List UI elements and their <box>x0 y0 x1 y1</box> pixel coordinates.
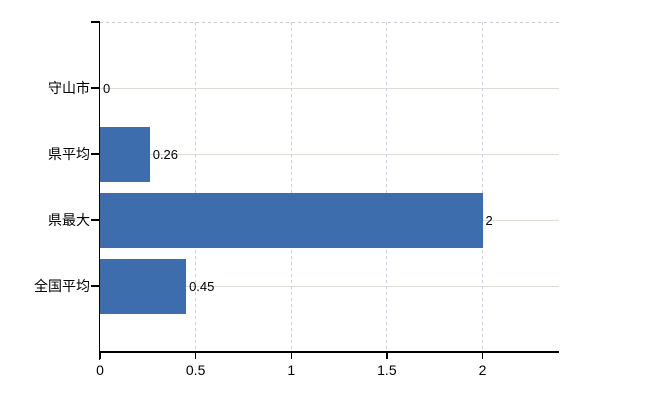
bar-value-label: 0.26 <box>152 146 179 162</box>
gridline-vertical <box>290 22 292 352</box>
y-axis-label: 守山市 <box>48 79 90 96</box>
x-axis-line <box>98 351 559 353</box>
bar <box>100 126 150 182</box>
gridline-vertical <box>195 22 197 352</box>
bar <box>100 192 483 248</box>
bar <box>100 258 187 314</box>
gridline-horizontal <box>100 153 559 155</box>
x-axis-tick <box>481 352 484 359</box>
y-axis-label: 県平均 <box>48 145 90 162</box>
gridline-horizontal <box>100 87 559 89</box>
x-axis-tick <box>99 352 101 359</box>
x-axis-tick-label: 0.5 <box>185 362 206 378</box>
bar-value-label: 0.45 <box>189 278 215 294</box>
x-axis-tick-label: 0 <box>96 362 104 378</box>
gridline-horizontal <box>100 285 559 287</box>
x-axis-tick <box>290 352 292 359</box>
y-axis-label: 県最大 <box>48 211 90 228</box>
y-axis-line <box>98 22 100 360</box>
x-axis-tick <box>194 352 197 359</box>
y-axis-tick <box>91 153 100 155</box>
y-axis-tick <box>91 285 100 287</box>
bar-value-label: 0 <box>103 80 111 96</box>
plot-top-border <box>100 21 559 23</box>
x-axis-tick <box>386 352 388 359</box>
x-axis-tick-label: 1 <box>287 362 296 378</box>
x-axis-tick-label: 2 <box>478 362 487 378</box>
gridline-vertical <box>482 22 483 352</box>
y-axis-tick <box>91 21 100 23</box>
y-axis-tick <box>91 219 100 221</box>
x-axis-tick-label: 1.5 <box>377 362 397 378</box>
gridline-vertical <box>386 22 388 352</box>
y-axis-tick <box>91 87 100 89</box>
y-axis-label: 全国平均 <box>34 277 90 294</box>
bar-value-label: 2 <box>485 212 493 228</box>
